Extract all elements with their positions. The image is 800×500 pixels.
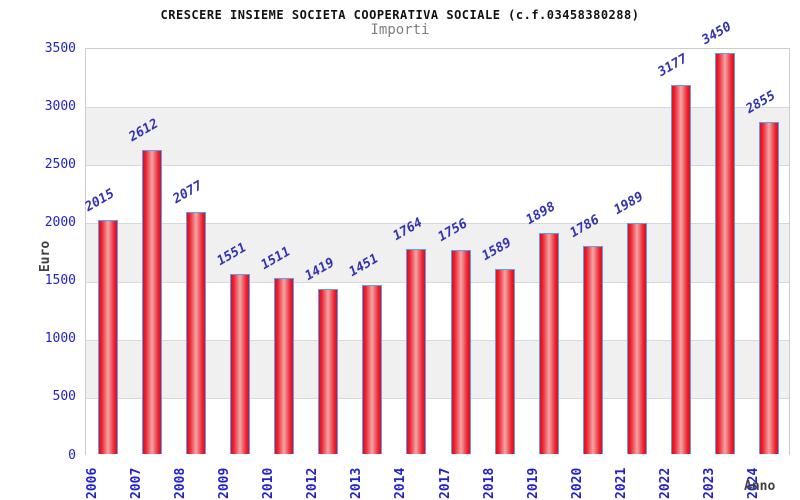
bar-2024 (758, 122, 779, 454)
bar-slot-2021: 1989 (611, 47, 659, 454)
x-tick-label-2013: 2013 (349, 467, 365, 499)
bar-slot-2017: 1756 (435, 47, 483, 454)
x-tick-label-2012: 2012 (305, 467, 321, 499)
y-tick-label: 3500 (44, 40, 76, 56)
bar-value-label: 1786 (567, 212, 602, 242)
bar-slot-2018: 1589 (479, 47, 527, 454)
chart-title: CRESCERE INSIEME SOCIETA COOPERATIVA SOC… (160, 8, 640, 22)
bar-2022 (670, 84, 691, 454)
bar-slot-2020: 1786 (567, 47, 615, 454)
bar-2012 (318, 289, 339, 454)
y-tick-label: 2000 (44, 214, 76, 230)
bar-value-label: 2077 (170, 178, 206, 208)
y-tick-label: 2500 (44, 156, 76, 172)
y-tick-label: 500 (52, 389, 76, 405)
bar-slot-2006: 2015 (82, 47, 130, 454)
bar-value-label: 2612 (126, 116, 162, 146)
bar-2014 (406, 248, 427, 454)
bar-value-label: 1764 (390, 215, 426, 244)
bar-2019 (538, 233, 559, 454)
x-tick-label-2007: 2007 (129, 467, 145, 499)
chart-subtitle: Importi (370, 22, 430, 38)
x-tick-label-2017: 2017 (437, 467, 453, 499)
bar-value-label: 1589 (479, 235, 514, 265)
bar-2017 (450, 249, 471, 454)
bar-slot-2014: 1764 (390, 47, 438, 454)
y-tick-label: 1000 (44, 331, 76, 347)
bar-value-label: 2015 (82, 186, 118, 215)
x-tick-label-2021: 2021 (613, 467, 629, 499)
bar-2023 (714, 52, 735, 454)
y-tick-label: 3000 (44, 98, 76, 114)
x-tick-label-2020: 2020 (569, 467, 585, 499)
bar-value-label: 1551 (214, 240, 250, 269)
bar-2007 (142, 150, 163, 454)
bar-2008 (186, 212, 207, 454)
bar-slot-2008: 2077 (170, 47, 218, 454)
x-tick-label-2010: 2010 (261, 467, 277, 499)
bar-2021 (626, 222, 647, 454)
bar-slot-2012: 1419 (302, 47, 350, 454)
y-tick-label: 1500 (44, 273, 76, 289)
bar-slot-2023: 3450 (699, 19, 747, 454)
y-axis-title: Euro (38, 240, 54, 273)
bar-value-label: 1511 (258, 244, 294, 274)
bar-2006 (98, 219, 119, 454)
bar-slot-2022: 3177 (655, 47, 703, 454)
bar-value-label: 1756 (435, 216, 470, 245)
x-tick-label-2019: 2019 (525, 467, 541, 499)
bar-2010 (274, 278, 295, 454)
bar-2018 (494, 269, 515, 454)
bar-2020 (582, 246, 603, 454)
x-tick-label-2023: 2023 (701, 467, 717, 499)
bar-value-label: 2855 (743, 88, 779, 118)
bar-2009 (230, 273, 251, 454)
bar-slot-2013: 1451 (346, 47, 394, 454)
bar-value-label: 1898 (523, 199, 558, 229)
x-tick-label-2022: 2022 (657, 467, 673, 499)
bar-value-label: 1419 (302, 255, 338, 284)
bar-slot-2007: 2612 (126, 47, 174, 454)
bar-value-label: 3177 (655, 50, 690, 80)
x-tick-label-2014: 2014 (393, 467, 409, 499)
x-axis-title: Anno (744, 479, 776, 494)
bar-slot-2024: 2855 (743, 47, 791, 454)
bar-slot-2010: 1511 (258, 47, 306, 454)
x-tick-label-2006: 2006 (85, 467, 100, 499)
x-tick-label-2008: 2008 (173, 467, 189, 499)
bar-slot-2009: 1551 (214, 47, 262, 454)
plot-area: 2015 2612 2077 1551 1511 1419 1451 1764 1756 1589… (82, 19, 791, 456)
x-tick-label-2009: 2009 (217, 467, 233, 499)
bar-value-label: 1451 (346, 251, 382, 281)
y-tick-label: 0 (68, 447, 76, 463)
bar-2013 (362, 285, 383, 454)
bar-value-label: 1989 (611, 189, 646, 218)
bar-slot-2019: 1898 (523, 47, 571, 454)
x-tick-label-2018: 2018 (481, 467, 497, 499)
